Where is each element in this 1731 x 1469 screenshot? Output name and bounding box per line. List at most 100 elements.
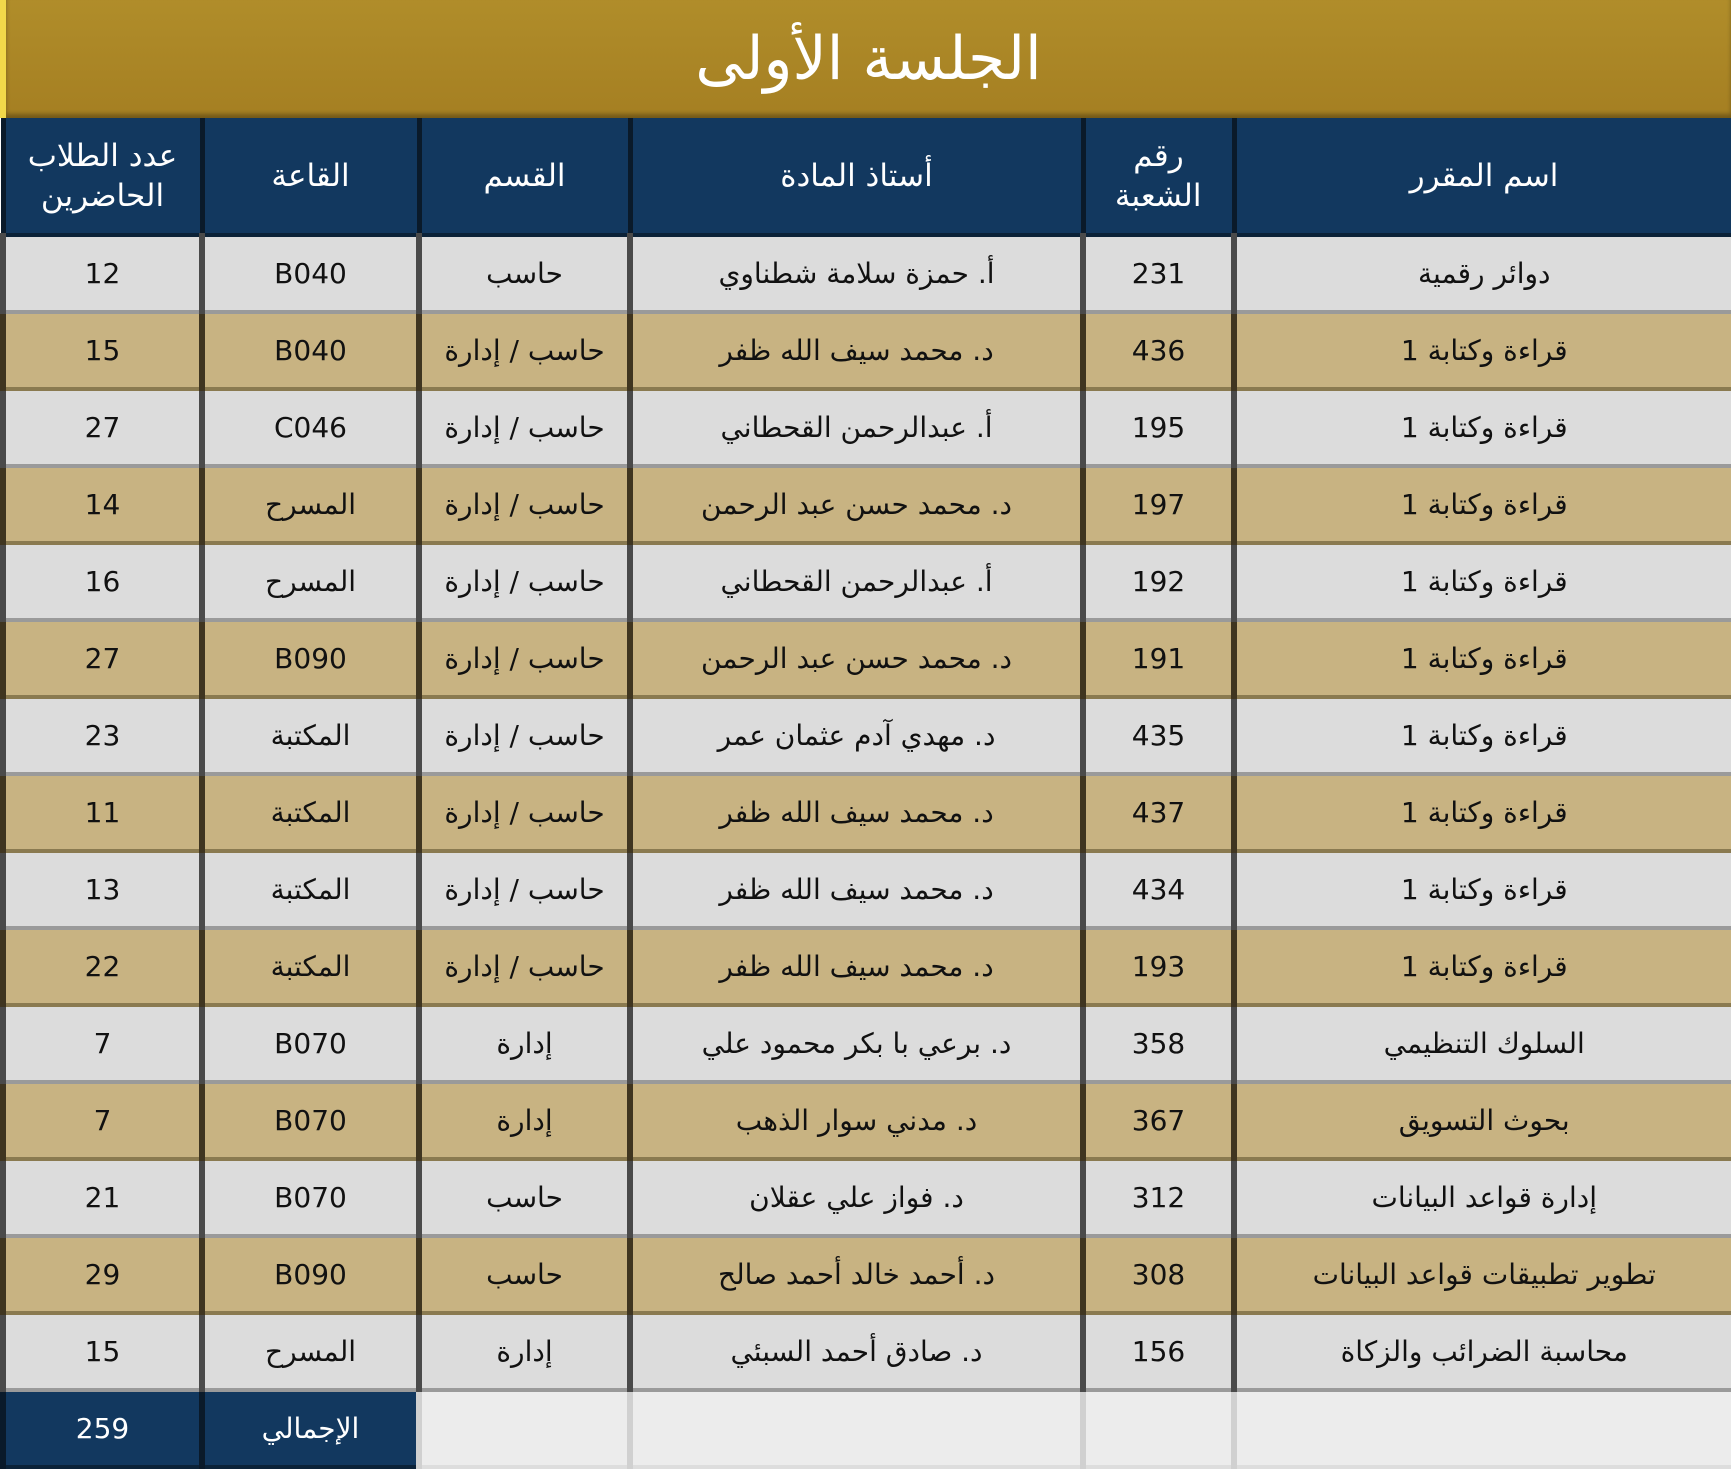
cell-instructor: د. محمد سيف الله ظفر <box>627 772 1086 853</box>
cell-section-number: 436 <box>1080 310 1237 391</box>
total-value: 259 <box>0 1388 205 1469</box>
cell-department: حاسب / إدارة <box>416 387 633 468</box>
empty-cell <box>627 1388 1086 1469</box>
cell-attendees: 13 <box>0 849 205 930</box>
cell-attendees: 15 <box>0 310 205 391</box>
cell-course-name: قراءة وكتابة 1 <box>1231 310 1731 391</box>
cell-instructor: أ. عبدالرحمن القحطاني <box>627 541 1086 622</box>
cell-course-name: قراءة وكتابة 1 <box>1231 464 1731 545</box>
table-row: قراءة وكتابة 1 191 د. محمد حسن عبد الرحمن ح… <box>0 618 1731 699</box>
cell-attendees: 27 <box>0 618 205 699</box>
empty-cell <box>416 1388 633 1469</box>
cell-instructor: د. برعي با بكر محمود علي <box>627 1003 1086 1084</box>
header-row: اسم المقرر رقم الشعبة أستاذ المادة القسم… <box>0 118 1731 237</box>
cell-department: حاسب / إدارة <box>416 772 633 853</box>
total-row: الإجمالي 259 <box>0 1388 1731 1469</box>
table-row: قراءة وكتابة 1 434 د. محمد سيف الله ظفر حاس… <box>0 849 1731 930</box>
table-row: قراءة وكتابة 1 197 د. محمد حسن عبد الرحمن ح… <box>0 464 1731 545</box>
cell-section-number: 437 <box>1080 772 1237 853</box>
cell-course-name: دوائر رقمية <box>1231 233 1731 314</box>
cell-section-number: 195 <box>1080 387 1237 468</box>
cell-instructor: د. مدني سوار الذهب <box>627 1080 1086 1161</box>
cell-department: حاسب / إدارة <box>416 695 633 776</box>
cell-attendees: 23 <box>0 695 205 776</box>
cell-department: حاسب <box>416 1157 633 1238</box>
table-row: تطوير تطبيقات قواعد البيانات 308 د. أحمد خ… <box>0 1234 1731 1315</box>
cell-instructor: د. مهدي آدم عثمان عمر <box>627 695 1086 776</box>
table-row: إدارة قواعد البيانات 312 د. فواز علي عقلان… <box>0 1157 1731 1238</box>
cell-department: حاسب / إدارة <box>416 464 633 545</box>
table-row: قراءة وكتابة 1 436 د. محمد سيف الله ظفر حاس… <box>0 310 1731 391</box>
cell-attendees: 21 <box>0 1157 205 1238</box>
cell-course-name: قراءة وكتابة 1 <box>1231 695 1731 776</box>
cell-course-name: محاسبة الضرائب والزكاة <box>1231 1311 1731 1392</box>
cell-room: المسرح <box>199 541 422 622</box>
cell-room: B070 <box>199 1157 422 1238</box>
cell-department: حاسب / إدارة <box>416 541 633 622</box>
total-label: الإجمالي <box>199 1388 422 1469</box>
cell-instructor: د. محمد سيف الله ظفر <box>627 926 1086 1007</box>
cell-course-name: قراءة وكتابة 1 <box>1231 849 1731 930</box>
table-row: محاسبة الضرائب والزكاة 156 د. صادق أحمد ال… <box>0 1311 1731 1392</box>
cell-room: المكتبة <box>199 849 422 930</box>
cell-attendees: 29 <box>0 1234 205 1315</box>
cell-section-number: 358 <box>1080 1003 1237 1084</box>
cell-section-number: 192 <box>1080 541 1237 622</box>
header-attendees: عدد الطلاب الحاضرين <box>0 118 205 237</box>
table-row: قراءة وكتابة 1 437 د. محمد سيف الله ظفر حاس… <box>0 772 1731 853</box>
schedule-table: اسم المقرر رقم الشعبة أستاذ المادة القسم… <box>0 118 1731 1469</box>
cell-attendees: 22 <box>0 926 205 1007</box>
cell-attendees: 12 <box>0 233 205 314</box>
cell-room: B070 <box>199 1080 422 1161</box>
table-row: دوائر رقمية 231 أ. حمزة سلامة شطناوي حاسب B0… <box>0 233 1731 314</box>
header-course-name: اسم المقرر <box>1231 118 1731 237</box>
cell-attendees: 7 <box>0 1003 205 1084</box>
cell-room: B070 <box>199 1003 422 1084</box>
cell-attendees: 14 <box>0 464 205 545</box>
cell-course-name: قراءة وكتابة 1 <box>1231 618 1731 699</box>
cell-section-number: 191 <box>1080 618 1237 699</box>
cell-section-number: 197 <box>1080 464 1237 545</box>
cell-attendees: 27 <box>0 387 205 468</box>
cell-section-number: 308 <box>1080 1234 1237 1315</box>
table-row: قراءة وكتابة 1 193 د. محمد سيف الله ظفر حاس… <box>0 926 1731 1007</box>
cell-room: المكتبة <box>199 772 422 853</box>
cell-course-name: تطوير تطبيقات قواعد البيانات <box>1231 1234 1731 1315</box>
session-title: الجلسة الأولى <box>0 0 1731 118</box>
cell-department: إدارة <box>416 1311 633 1392</box>
cell-course-name: إدارة قواعد البيانات <box>1231 1157 1731 1238</box>
cell-instructor: د. محمد حسن عبد الرحمن <box>627 464 1086 545</box>
cell-department: حاسب <box>416 233 633 314</box>
cell-instructor: د. محمد سيف الله ظفر <box>627 849 1086 930</box>
cell-course-name: بحوث التسويق <box>1231 1080 1731 1161</box>
table-row: قراءة وكتابة 1 192 أ. عبدالرحمن القحطاني حا… <box>0 541 1731 622</box>
header-room: القاعة <box>199 118 422 237</box>
cell-room: المسرح <box>199 1311 422 1392</box>
cell-course-name: قراءة وكتابة 1 <box>1231 772 1731 853</box>
cell-course-name: السلوك التنظيمي <box>1231 1003 1731 1084</box>
cell-course-name: قراءة وكتابة 1 <box>1231 387 1731 468</box>
cell-room: المسرح <box>199 464 422 545</box>
empty-cell <box>1231 1388 1731 1469</box>
cell-section-number: 434 <box>1080 849 1237 930</box>
cell-instructor: أ. عبدالرحمن القحطاني <box>627 387 1086 468</box>
cell-instructor: أ. حمزة سلامة شطناوي <box>627 233 1086 314</box>
cell-instructor: د. أحمد خالد أحمد صالح <box>627 1234 1086 1315</box>
cell-room: C046 <box>199 387 422 468</box>
cell-room: المكتبة <box>199 695 422 776</box>
cell-attendees: 15 <box>0 1311 205 1392</box>
cell-section-number: 156 <box>1080 1311 1237 1392</box>
cell-section-number: 193 <box>1080 926 1237 1007</box>
header-section-number: رقم الشعبة <box>1080 118 1237 237</box>
cell-department: حاسب <box>416 1234 633 1315</box>
cell-instructor: د. محمد حسن عبد الرحمن <box>627 618 1086 699</box>
table-row: السلوك التنظيمي 358 د. برعي با بكر محمود ع… <box>0 1003 1731 1084</box>
empty-cell <box>1080 1388 1237 1469</box>
cell-room: B040 <box>199 310 422 391</box>
cell-course-name: قراءة وكتابة 1 <box>1231 926 1731 1007</box>
cell-section-number: 231 <box>1080 233 1237 314</box>
cell-department: حاسب / إدارة <box>416 849 633 930</box>
cell-room: B090 <box>199 618 422 699</box>
cell-section-number: 367 <box>1080 1080 1237 1161</box>
table-row: بحوث التسويق 367 د. مدني سوار الذهب إدارة B0… <box>0 1080 1731 1161</box>
